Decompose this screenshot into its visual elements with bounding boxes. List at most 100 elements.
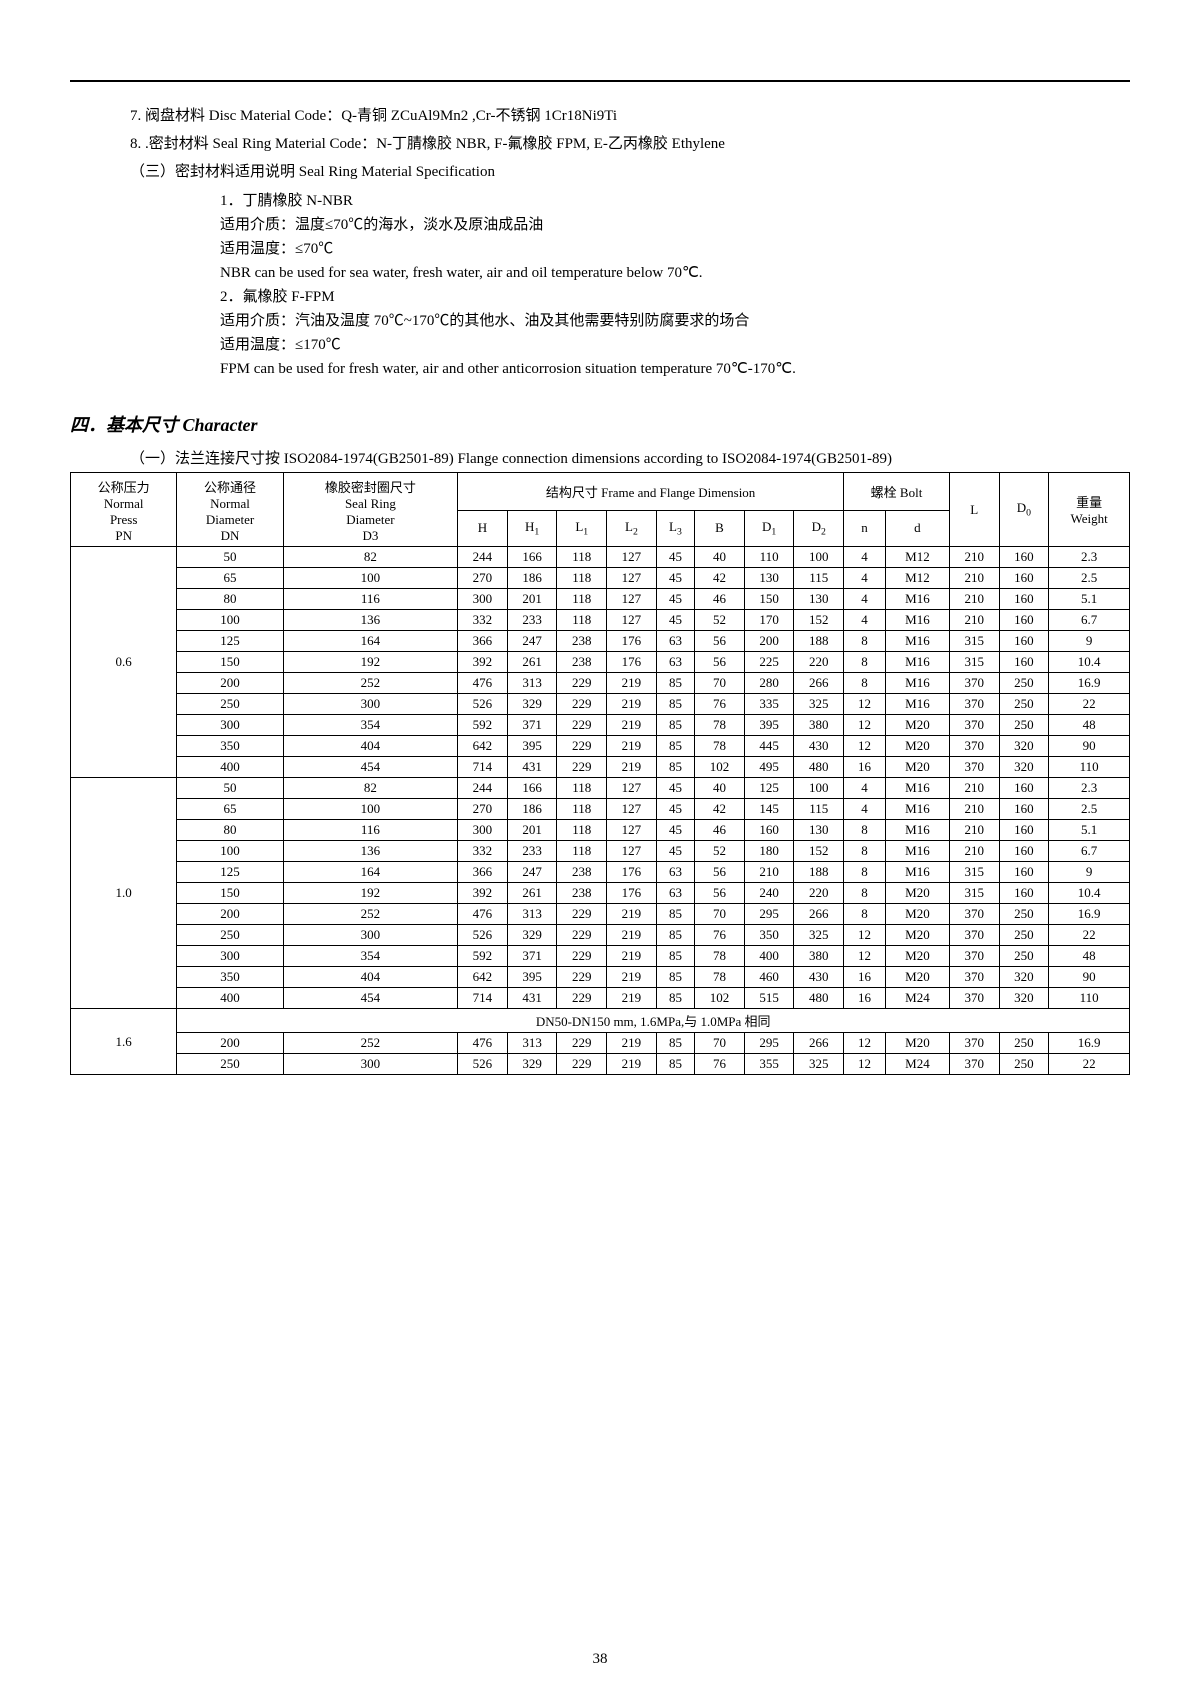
data-cell: 238	[557, 631, 607, 652]
data-cell: 52	[695, 610, 745, 631]
table-row: 300354592371229219857840038012M203702504…	[71, 946, 1130, 967]
data-cell: 164	[283, 862, 457, 883]
data-cell: 320	[999, 967, 1049, 988]
data-cell: 250	[999, 904, 1049, 925]
data-cell: 5.1	[1049, 820, 1130, 841]
data-cell: M16	[885, 610, 949, 631]
table-row: 8011630020111812745461501304M162101605.1	[71, 589, 1130, 610]
data-cell: 12	[844, 1054, 886, 1075]
hdr-dn-cn: 公称通径	[181, 477, 278, 496]
hdr-dn-en3: DN	[181, 528, 278, 544]
table-row: 250300526329229219857633532512M163702502…	[71, 694, 1130, 715]
data-cell: 45	[656, 778, 694, 799]
data-cell: 80	[177, 589, 283, 610]
data-cell: 160	[999, 589, 1049, 610]
data-cell: 102	[695, 757, 745, 778]
data-cell: 480	[794, 757, 844, 778]
data-cell: 225	[744, 652, 794, 673]
data-cell: 300	[458, 589, 508, 610]
data-cell: 16	[844, 988, 886, 1009]
data-cell: 160	[999, 841, 1049, 862]
data-cell: 395	[507, 736, 557, 757]
data-cell: 219	[607, 925, 657, 946]
data-cell: 200	[177, 904, 283, 925]
data-cell: 110	[744, 547, 794, 568]
data-cell: 45	[656, 820, 694, 841]
data-cell: 371	[507, 946, 557, 967]
data-cell: 9	[1049, 631, 1130, 652]
table-row: 10013633223311812745521701524M162101606.…	[71, 610, 1130, 631]
data-cell: 102	[695, 988, 745, 1009]
data-cell: 201	[507, 589, 557, 610]
data-cell: M16	[885, 862, 949, 883]
data-cell: 219	[607, 1054, 657, 1075]
data-cell: 45	[656, 841, 694, 862]
data-cell: 250	[999, 694, 1049, 715]
data-cell: M20	[885, 904, 949, 925]
data-cell: 210	[949, 820, 999, 841]
data-cell: 315	[949, 631, 999, 652]
data-cell: 300	[283, 694, 457, 715]
data-cell: 16	[844, 757, 886, 778]
data-cell: 229	[557, 946, 607, 967]
data-cell: 201	[507, 820, 557, 841]
data-cell: 370	[949, 673, 999, 694]
data-cell: 476	[458, 904, 508, 925]
data-cell: 80	[177, 820, 283, 841]
data-cell: M16	[885, 820, 949, 841]
data-cell: 127	[607, 778, 657, 799]
data-cell: 404	[283, 967, 457, 988]
data-cell: 295	[744, 904, 794, 925]
data-cell: 261	[507, 652, 557, 673]
data-cell: 152	[794, 841, 844, 862]
data-cell: 371	[507, 715, 557, 736]
data-cell: M16	[885, 799, 949, 820]
data-cell: 125	[177, 862, 283, 883]
data-cell: 180	[744, 841, 794, 862]
data-cell: 332	[458, 610, 508, 631]
data-cell: 70	[695, 673, 745, 694]
data-cell: 4	[844, 799, 886, 820]
table-row: 20025247631322921985702802668M1637025016…	[71, 673, 1130, 694]
data-cell: 238	[557, 652, 607, 673]
data-cell: 329	[507, 925, 557, 946]
data-cell: 4	[844, 568, 886, 589]
data-cell: 78	[695, 967, 745, 988]
data-cell: 400	[744, 946, 794, 967]
data-cell: 5.1	[1049, 589, 1130, 610]
data-cell: 320	[999, 988, 1049, 1009]
pn-cell: 1.0	[71, 778, 177, 1009]
data-cell: 270	[458, 799, 508, 820]
hdr-pn: 公称压力 Normal Press PN	[71, 473, 177, 547]
data-cell: M16	[885, 694, 949, 715]
data-cell: 714	[458, 757, 508, 778]
data-cell: 350	[177, 736, 283, 757]
data-cell: 100	[177, 841, 283, 862]
data-cell: 16.9	[1049, 1033, 1130, 1054]
table-row: 200252476313229219857029526612M203702501…	[71, 1033, 1130, 1054]
data-cell: 229	[557, 967, 607, 988]
hdr-d3: 橡胶密封圈尺寸 Seal Ring Diameter D3	[283, 473, 457, 547]
data-cell: 85	[656, 967, 694, 988]
data-cell: 186	[507, 799, 557, 820]
data-cell: M20	[885, 883, 949, 904]
data-cell: 12	[844, 715, 886, 736]
data-cell: 10.4	[1049, 652, 1130, 673]
data-cell: 85	[656, 673, 694, 694]
data-cell: 238	[557, 883, 607, 904]
data-cell: 130	[794, 820, 844, 841]
hdr-L3: L3	[656, 510, 694, 547]
data-cell: 127	[607, 589, 657, 610]
data-cell: 370	[949, 757, 999, 778]
hdr-H: H	[458, 510, 508, 547]
table-body: 0.6508224416611812745401101004M122101602…	[71, 547, 1130, 1075]
data-cell: 392	[458, 652, 508, 673]
data-cell: 164	[283, 631, 457, 652]
data-cell: 4	[844, 778, 886, 799]
data-cell: 45	[656, 568, 694, 589]
data-cell: 8	[844, 631, 886, 652]
data-cell: 150	[177, 652, 283, 673]
data-cell: 320	[999, 757, 1049, 778]
hdr-dn-en1: Normal	[181, 496, 278, 512]
data-cell: 295	[744, 1033, 794, 1054]
